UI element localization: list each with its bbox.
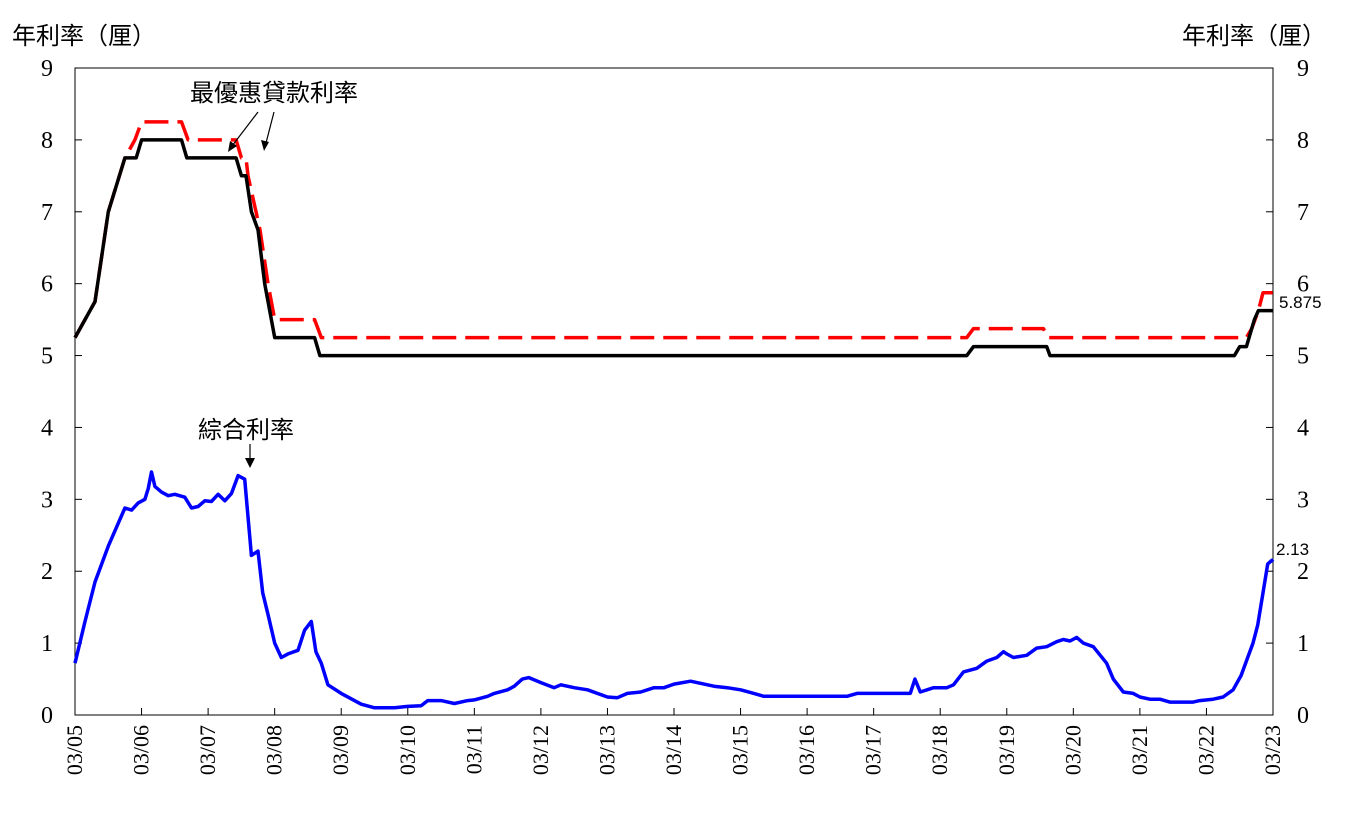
series-layer — [73, 120, 1275, 710]
x-tick-label: 03/23 — [1260, 725, 1285, 775]
prime-arrow-head-2 — [261, 140, 269, 151]
x-tick-label: 03/19 — [994, 725, 1019, 775]
x-tick-label: 03/15 — [728, 725, 753, 775]
x-tick-label: 03/18 — [927, 725, 952, 775]
left-y-tick-label: 0 — [41, 703, 53, 729]
left-y-tick-label: 1 — [41, 631, 53, 657]
x-tick-label: 03/06 — [129, 725, 154, 775]
x-axis: 03/05 03/06 03/07 03/08 03/09 03/10 03/11 03/12… — [62, 708, 1285, 775]
x-tick-label: 03/05 — [62, 725, 87, 775]
composite-rate-label: 綜合利率 — [198, 417, 294, 444]
right-y-tick-label: 8 — [1297, 128, 1309, 154]
x-tick-label: 03/10 — [395, 725, 420, 775]
x-tick-label: 03/08 — [262, 725, 287, 775]
x-tick-label: 03/22 — [1193, 725, 1218, 775]
left-y-tick-label: 2 — [41, 559, 53, 585]
prime-rate-annotation: 最優惠貸款利率 — [190, 80, 358, 152]
x-tick-label: 03/20 — [1060, 725, 1085, 775]
right-y-tick-label: 3 — [1297, 487, 1309, 513]
right-y-tick-label: 0 — [1297, 703, 1309, 729]
left-y-tick-label: 6 — [41, 272, 53, 298]
prime-arrow-shaft-1 — [231, 111, 259, 147]
series-line-prime_black — [73, 138, 1273, 358]
left-y-axis: 0 1 2 3 4 5 6 7 8 9 — [41, 56, 82, 729]
right-y-tick-label: 9 — [1297, 56, 1309, 82]
right-axis-unit-label: 年利率（厘） — [1182, 23, 1326, 50]
prime-arrow-shaft-2 — [265, 111, 275, 144]
composite-rate-annotation: 綜合利率 — [198, 417, 294, 468]
end-label-prime: 5.875 — [1279, 293, 1322, 312]
right-y-tick-label: 2 — [1297, 559, 1309, 585]
x-tick-label: 03/14 — [661, 725, 686, 775]
prime-rate-label: 最優惠貸款利率 — [190, 80, 358, 107]
end-label-composite: 2.13 — [1276, 540, 1309, 559]
right-y-axis: 0 1 2 3 4 5 6 7 8 9 — [1266, 56, 1309, 729]
x-tick-label: 03/17 — [861, 725, 886, 775]
right-y-tick-label: 6 — [1297, 272, 1309, 298]
left-y-tick-label: 8 — [41, 128, 53, 154]
left-y-tick-label: 3 — [41, 487, 53, 513]
left-axis-unit-label: 年利率（厘） — [12, 23, 156, 50]
x-tick-label: 03/09 — [328, 725, 353, 775]
x-tick-label: 03/16 — [794, 725, 819, 775]
x-tick-label: 03/13 — [594, 725, 619, 775]
right-y-tick-label: 7 — [1297, 200, 1309, 226]
x-tick-label: 03/21 — [1127, 725, 1152, 775]
series-line-prime_red — [73, 120, 1273, 340]
composite-arrow-head — [245, 458, 255, 468]
right-y-tick-label: 1 — [1297, 631, 1309, 657]
left-y-tick-label: 5 — [41, 344, 53, 370]
x-tick-label: 03/11 — [461, 725, 486, 774]
left-y-tick-label: 4 — [41, 415, 53, 441]
left-y-tick-label: 9 — [41, 56, 53, 82]
left-y-tick-label: 7 — [41, 200, 53, 226]
right-y-tick-label: 5 — [1297, 344, 1309, 370]
right-y-tick-label: 4 — [1297, 415, 1309, 441]
x-tick-label: 03/07 — [195, 725, 220, 775]
series-line-composite_blue — [73, 470, 1275, 710]
plot-frame — [74, 67, 1274, 716]
prime-arrow-head-1 — [228, 141, 237, 152]
x-tick-label: 03/12 — [528, 725, 553, 775]
